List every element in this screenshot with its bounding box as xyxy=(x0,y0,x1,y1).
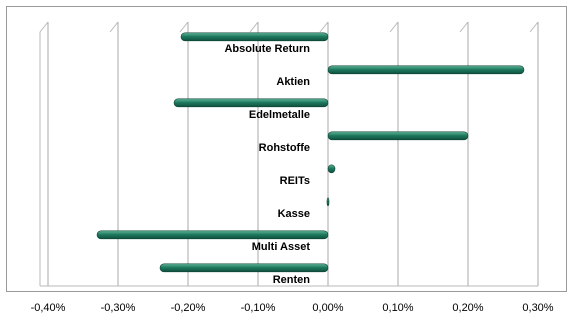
category-label: Rohstoffe xyxy=(259,142,310,154)
category-label: Multi Asset xyxy=(252,241,311,253)
bar xyxy=(327,164,336,174)
bar xyxy=(159,263,329,273)
gridline-slant xyxy=(529,21,539,33)
x-tick-label: 0,10% xyxy=(382,302,413,314)
gridline-slant xyxy=(389,21,399,33)
category-label: Absolute Return xyxy=(224,43,310,55)
category-label: Edelmetalle xyxy=(249,109,310,121)
gridline-slant xyxy=(459,21,469,33)
gridline-slant xyxy=(39,21,49,33)
bar xyxy=(327,65,525,75)
x-tick-label: 0,00% xyxy=(312,302,343,314)
x-tick-label: 0,20% xyxy=(452,302,483,314)
x-tick-label: -0,20% xyxy=(171,302,206,314)
x-tick-label: -0,40% xyxy=(31,302,66,314)
gridline-slant xyxy=(179,21,189,33)
x-tick-label: -0,10% xyxy=(241,302,276,314)
category-label: Aktien xyxy=(276,76,310,88)
bar xyxy=(180,32,329,42)
gridline-slant xyxy=(319,21,329,33)
bar xyxy=(173,98,329,108)
plot-frame xyxy=(6,6,567,292)
category-label: Kasse xyxy=(278,208,310,220)
bar xyxy=(327,131,469,141)
x-tick-label: -0,30% xyxy=(101,302,136,314)
category-label: REITs xyxy=(280,175,310,187)
category-label: Renten xyxy=(273,274,311,286)
gridline-slant xyxy=(249,21,259,33)
bar xyxy=(96,230,329,240)
bar xyxy=(326,197,330,207)
x-tick-label: 0,30% xyxy=(522,302,553,314)
gridline-slant xyxy=(109,21,119,33)
